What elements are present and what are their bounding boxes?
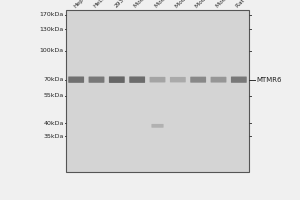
- Text: HeLa: HeLa: [93, 0, 107, 9]
- Text: Mouse heart: Mouse heart: [134, 0, 163, 9]
- Text: Mouse brain: Mouse brain: [154, 0, 183, 9]
- FancyBboxPatch shape: [129, 76, 145, 83]
- FancyBboxPatch shape: [211, 77, 226, 83]
- Text: 35kDa: 35kDa: [43, 134, 64, 139]
- Text: 55kDa: 55kDa: [44, 93, 64, 98]
- Text: Rat heart: Rat heart: [235, 0, 258, 9]
- Text: 130kDa: 130kDa: [39, 27, 64, 32]
- FancyBboxPatch shape: [152, 124, 164, 128]
- Text: Mouse spleen: Mouse spleen: [195, 0, 227, 9]
- FancyBboxPatch shape: [150, 77, 165, 82]
- Text: Mouse lung: Mouse lung: [174, 0, 202, 9]
- FancyBboxPatch shape: [109, 76, 125, 83]
- Text: 293T: 293T: [113, 0, 127, 9]
- FancyBboxPatch shape: [170, 77, 186, 82]
- FancyBboxPatch shape: [231, 77, 247, 83]
- Text: 100kDa: 100kDa: [40, 48, 64, 53]
- Text: 70kDa: 70kDa: [43, 77, 64, 82]
- FancyBboxPatch shape: [190, 77, 206, 83]
- Text: Mouse testis: Mouse testis: [215, 0, 245, 9]
- Text: 170kDa: 170kDa: [39, 12, 64, 17]
- Bar: [66, 10, 249, 172]
- Text: HepG2: HepG2: [73, 0, 91, 9]
- Text: 40kDa: 40kDa: [43, 121, 64, 126]
- FancyBboxPatch shape: [88, 77, 104, 83]
- FancyBboxPatch shape: [68, 76, 84, 83]
- Text: MTMR6: MTMR6: [256, 77, 282, 83]
